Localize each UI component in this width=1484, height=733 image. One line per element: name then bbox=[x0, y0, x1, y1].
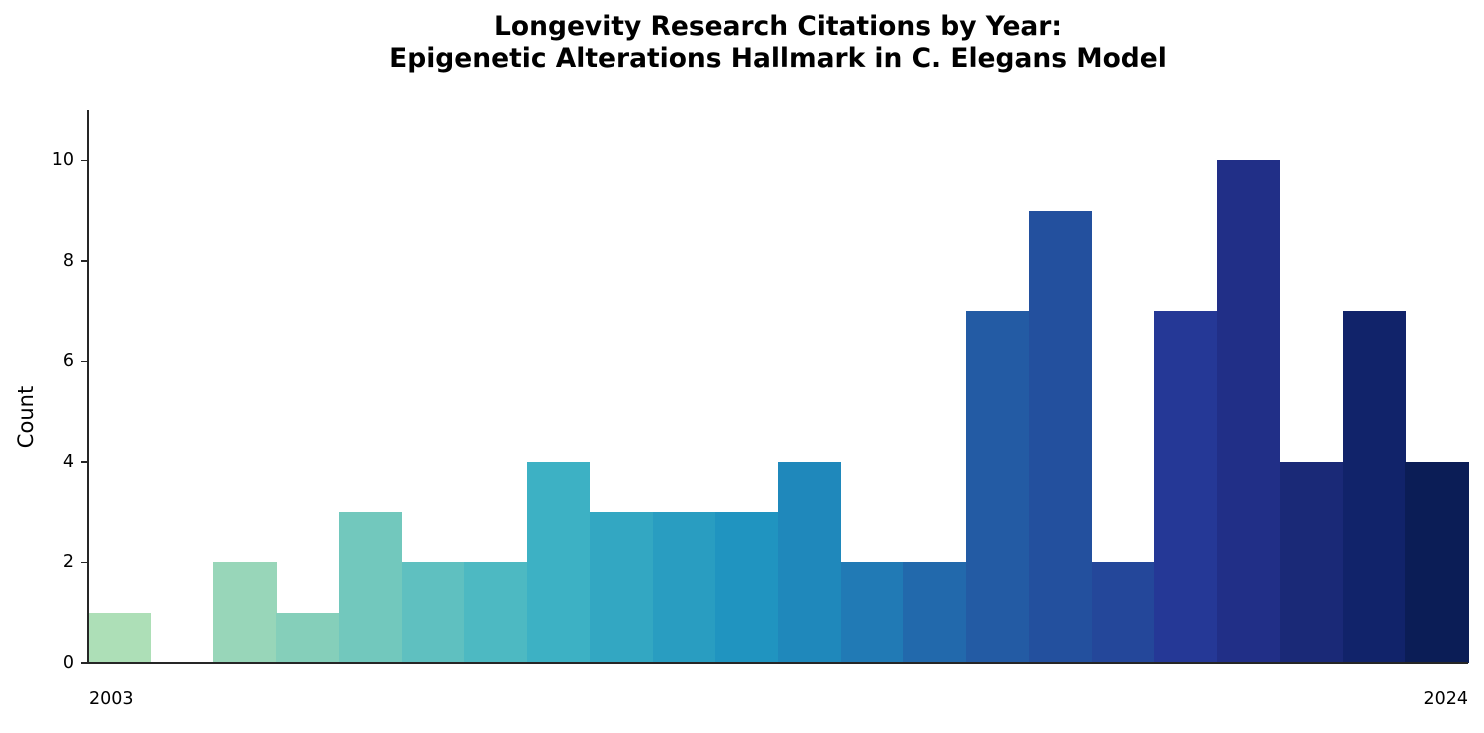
y-tick-label: 8 bbox=[62, 250, 74, 271]
y-tick-mark bbox=[81, 561, 87, 564]
bar-2012 bbox=[652, 512, 716, 663]
bar-2019 bbox=[1091, 562, 1155, 663]
bar-2003 bbox=[88, 612, 152, 663]
y-tick-label: 6 bbox=[62, 351, 74, 372]
chart-title-line-1: Longevity Research Citations by Year: bbox=[494, 11, 1062, 42]
y-tick-mark bbox=[81, 360, 87, 363]
chart-title-line-2: Epigenetic Alterations Hallmark in C. El… bbox=[389, 43, 1167, 74]
x-axis-line bbox=[87, 662, 1468, 664]
bar-2022 bbox=[1279, 461, 1344, 663]
chart-title: Longevity Research Citations by Year: Ep… bbox=[88, 11, 1468, 75]
plot-area bbox=[88, 110, 1469, 663]
y-tick-label: 4 bbox=[62, 451, 74, 472]
bar-2024 bbox=[1405, 461, 1469, 663]
y-tick-label: 10 bbox=[51, 150, 74, 171]
bar-2017 bbox=[966, 311, 1030, 663]
y-tick-label: 2 bbox=[62, 552, 74, 573]
bar-2013 bbox=[715, 512, 779, 663]
y-axis-line bbox=[87, 110, 89, 664]
bar-2018 bbox=[1028, 210, 1093, 663]
bar-2007 bbox=[338, 512, 403, 663]
bar-2009 bbox=[464, 562, 528, 663]
y-axis-label: Count bbox=[14, 385, 38, 449]
bar-2021 bbox=[1217, 160, 1281, 663]
bar-2005 bbox=[213, 562, 277, 663]
bar-2023 bbox=[1342, 311, 1406, 663]
bar-2011 bbox=[589, 512, 654, 663]
bar-2006 bbox=[276, 612, 340, 663]
bar-2020 bbox=[1154, 311, 1218, 663]
y-tick-label: 0 bbox=[62, 653, 74, 673]
bar-2016 bbox=[903, 562, 967, 663]
y-tick-mark bbox=[81, 159, 87, 162]
bar-2015 bbox=[840, 562, 905, 663]
y-tick-mark bbox=[81, 461, 87, 463]
y-tick-mark bbox=[81, 662, 87, 664]
bar-2008 bbox=[401, 562, 465, 663]
x-tick-label-start: 2003 bbox=[89, 689, 134, 709]
y-tick-mark bbox=[81, 260, 87, 262]
x-tick-label-end: 2024 bbox=[1423, 689, 1468, 709]
bar-2010 bbox=[527, 461, 591, 663]
bar-2014 bbox=[778, 461, 842, 663]
